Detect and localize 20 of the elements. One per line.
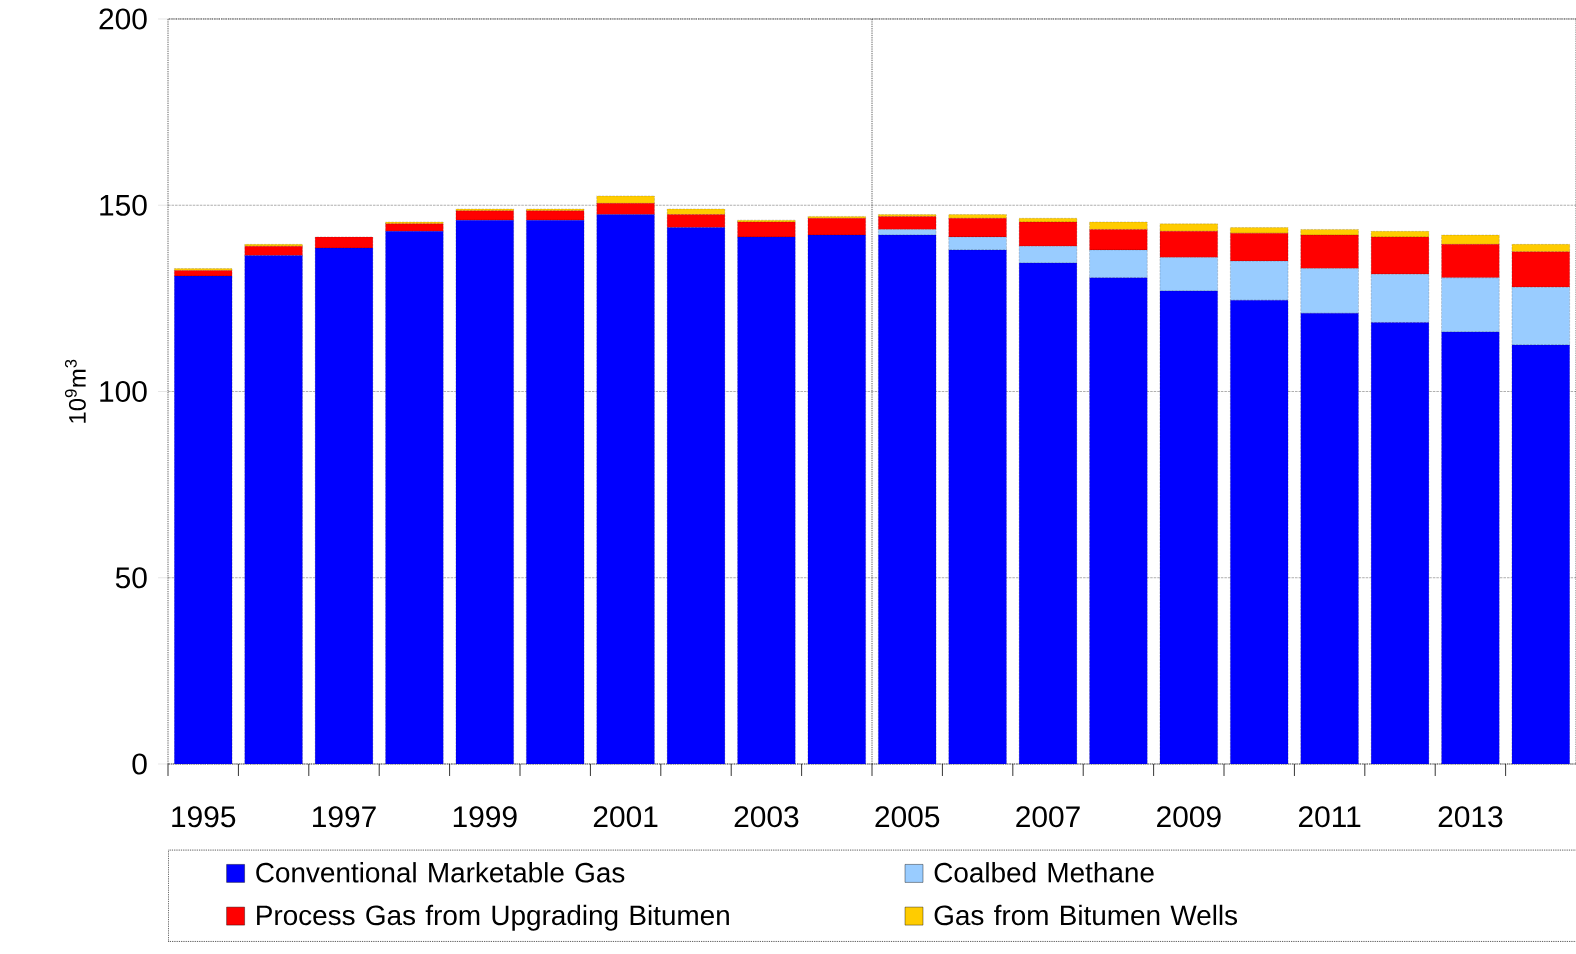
legend-label: Gas from Bitumen Wells <box>934 904 1238 926</box>
legend-label: Process Gas from Upgrading Bitumen <box>257 904 729 931</box>
x-tick-label: 2007 <box>1016 806 1080 828</box>
y-tick-label: 0 <box>132 753 147 775</box>
x-tick-label: 2003 <box>734 806 799 828</box>
x-tick-label: 1999 <box>453 806 517 828</box>
legend-label: Coalbed Methane <box>934 862 1154 883</box>
y-tick-label: 100 <box>100 380 147 403</box>
y-axis-title: 10$^{9}$m$^{3}$ <box>64 359 86 423</box>
legend-label: Conventional Marketable Gas <box>256 862 625 883</box>
x-tick-label: 2001 <box>593 806 658 828</box>
x-tick-label: 1995 <box>172 806 236 828</box>
x-tick-label: 2013 <box>1438 806 1503 828</box>
y-tick-label: 150 <box>100 194 147 216</box>
y-tick-label: 50 <box>115 567 147 589</box>
x-tick-label: 2011 <box>1298 806 1361 828</box>
x-tick-label: 2005 <box>875 806 940 828</box>
x-tick-label: 1997 <box>313 806 376 828</box>
y-tick-label: 200 <box>99 8 147 30</box>
x-tick-label: 2009 <box>1157 806 1221 828</box>
